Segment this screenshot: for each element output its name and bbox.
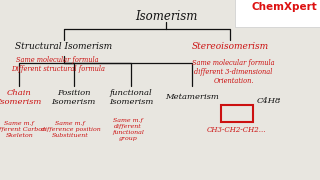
Text: Same molecular formula
Different structural formula: Same molecular formula Different structu… xyxy=(11,56,105,73)
Text: CH3-CH2-CH2...: CH3-CH2-CH2... xyxy=(207,126,267,134)
Text: Same m.f
difference position
Substituent: Same m.f difference position Substituent xyxy=(41,121,100,138)
Text: C4H8: C4H8 xyxy=(257,97,281,105)
Text: Stereoisomerism: Stereoisomerism xyxy=(192,42,269,51)
Text: functional
Isomerism: functional Isomerism xyxy=(109,89,153,106)
Text: Same m.f
different Carbon
Skeleton: Same m.f different Carbon Skeleton xyxy=(0,121,46,138)
Text: Metamerism: Metamerism xyxy=(165,93,219,101)
Text: Same m.f
different
functional
group: Same m.f different functional group xyxy=(112,118,144,141)
Text: Chain
Isomerism: Chain Isomerism xyxy=(0,89,41,106)
Text: Position
Isomerism: Position Isomerism xyxy=(52,89,96,106)
Text: Isomerism: Isomerism xyxy=(135,10,197,23)
Bar xyxy=(221,105,253,122)
Text: Structural Isomerism: Structural Isomerism xyxy=(15,42,113,51)
Text: ChemXpert: ChemXpert xyxy=(251,2,317,12)
Text: Same molecular formula
different 3-dimensional
Orientation.: Same molecular formula different 3-dimen… xyxy=(192,59,275,85)
